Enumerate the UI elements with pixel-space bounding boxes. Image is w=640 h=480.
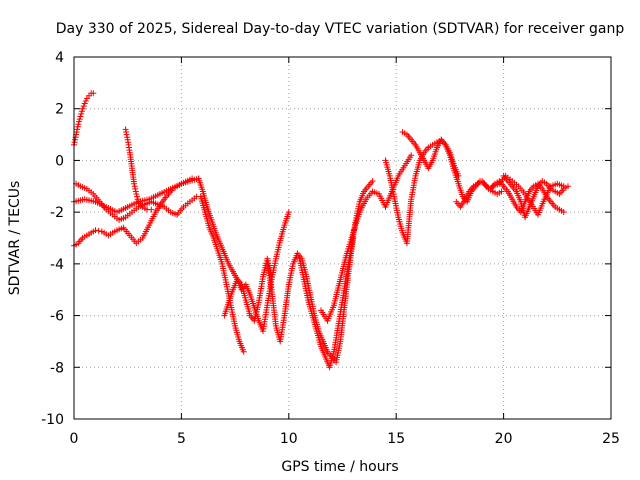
data-point-interp <box>76 116 83 123</box>
data-point <box>189 175 196 182</box>
series-track-n <box>453 178 567 216</box>
y-tick-label: -2 <box>50 205 64 221</box>
x-tick-label: 0 <box>70 431 79 447</box>
data-point <box>369 178 376 185</box>
y-tick-label: 0 <box>55 153 64 169</box>
data-point-interp <box>78 110 85 117</box>
data-point <box>92 227 99 234</box>
data-point <box>77 113 84 120</box>
x-tick-label: 15 <box>387 431 405 447</box>
series-track-p <box>500 172 571 221</box>
series-track-h <box>221 255 275 324</box>
x-tick-label: 10 <box>280 431 298 447</box>
chart-title: Day 330 of 2025, Sidereal Day-to-day VTE… <box>56 21 625 37</box>
series-track-g <box>197 193 247 355</box>
data-point <box>79 105 86 112</box>
data-point-interp <box>74 126 81 133</box>
x-axis-label: GPS time / hours <box>281 459 398 475</box>
data-point-interp <box>134 193 140 200</box>
data-point-interp <box>78 108 85 115</box>
data-point <box>408 152 415 159</box>
data-point <box>90 90 97 97</box>
y-axis-label: SDTVAR / TECUs <box>7 181 23 296</box>
series-track-f <box>195 175 292 335</box>
series-track-e <box>122 126 155 213</box>
series-track-j <box>296 178 376 371</box>
data-point <box>285 209 292 216</box>
data-point <box>133 191 140 197</box>
data-point <box>75 121 82 128</box>
data-point <box>560 209 567 216</box>
data-point-interp <box>82 98 89 104</box>
series-track-d <box>71 175 196 216</box>
x-tick-label: 5 <box>177 431 186 447</box>
series-track-i <box>264 235 357 366</box>
plot-frame <box>73 56 612 420</box>
data-point-interp <box>95 227 102 234</box>
tick-layer: 0 5 10 15 20 25 -10 -8 -6 -4 -2 0 2 4 <box>41 50 620 447</box>
data-point <box>148 206 155 213</box>
series-track-k <box>318 152 415 324</box>
data-point <box>565 183 571 190</box>
data-point-interp <box>134 196 141 203</box>
x-tick-label: 25 <box>602 431 620 447</box>
y-tick-label: -4 <box>50 257 64 273</box>
data-point <box>240 348 247 355</box>
data-point <box>131 180 138 187</box>
y-tick-label: 4 <box>55 50 64 66</box>
series-track-a <box>71 90 97 148</box>
x-tick-label: 20 <box>495 431 513 447</box>
grid-layer <box>74 57 611 419</box>
y-tick-label: -6 <box>50 309 64 325</box>
y-tick-label: 2 <box>55 102 64 118</box>
y-tick-label: -10 <box>41 412 64 428</box>
data-point-interp <box>132 185 139 192</box>
data-point-interp <box>80 103 87 110</box>
data-points <box>71 90 571 371</box>
data-point <box>498 188 505 195</box>
y-tick-label: -8 <box>50 360 64 376</box>
data-point-interp <box>123 131 130 138</box>
